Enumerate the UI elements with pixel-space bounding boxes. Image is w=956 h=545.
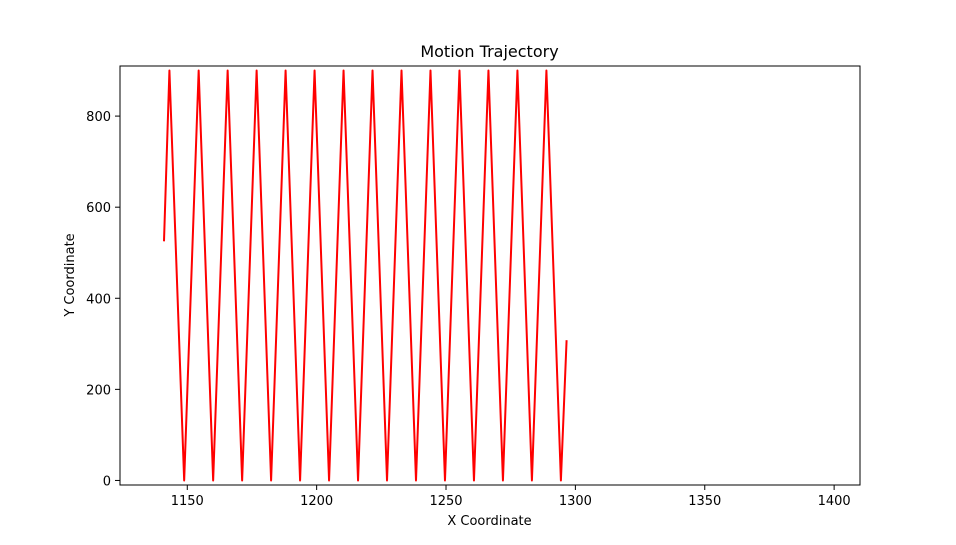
y-tick-label: 0 [103,474,111,489]
x-tick-label: 1400 [818,494,851,509]
chart-title: Motion Trajectory [420,42,558,61]
x-tick-label: 1350 [688,494,721,509]
y-tick-label: 600 [86,201,111,216]
x-tick-label: 1200 [300,494,333,509]
y-tick-label: 200 [86,383,111,398]
y-axis-label: Y Coordinate [63,233,78,317]
x-tick-label: 1150 [171,494,204,509]
axes-frame [119,65,861,486]
x-tick-label: 1300 [559,494,592,509]
y-tick-label: 400 [86,292,111,307]
plot-area: 1150 1200 1250 1300 1350 1400 0 200 400 600 800 [86,65,861,509]
series-line-0 [162,69,568,482]
x-tick-label: 1250 [429,494,462,509]
y-tick-label: 800 [86,110,111,125]
x-axis-label: X Coordinate [447,514,531,529]
